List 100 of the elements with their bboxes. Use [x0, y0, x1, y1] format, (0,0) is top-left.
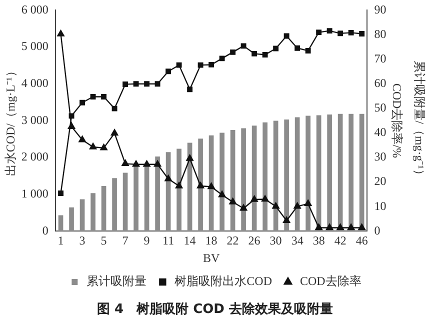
point	[80, 100, 85, 106]
y2-tick-label: 70	[374, 51, 386, 66]
x-tick-label: 30	[270, 234, 282, 248]
point	[273, 46, 279, 52]
point	[208, 62, 214, 68]
bar	[69, 207, 74, 232]
point	[89, 142, 97, 150]
point	[347, 224, 355, 230]
y2-tick-label: 60	[374, 76, 386, 90]
point	[112, 106, 118, 112]
legend-label: 树脂吸附出水COD	[174, 274, 272, 288]
x-tick-label: 14	[184, 234, 196, 248]
y2-axis-title: COD去除率/%	[390, 83, 404, 158]
bar	[327, 114, 332, 232]
bar	[155, 156, 160, 232]
y2-tick-label: 50	[374, 100, 386, 115]
point	[294, 45, 300, 51]
y2-tick-label: 80	[374, 26, 386, 41]
bar	[112, 178, 117, 232]
point	[282, 216, 290, 223]
point	[272, 202, 280, 209]
y2-tick-label: 10	[374, 198, 386, 213]
point	[175, 182, 183, 188]
x-tick-label: 42	[334, 234, 346, 248]
point	[316, 30, 322, 36]
point	[252, 50, 258, 56]
point	[154, 81, 160, 87]
point	[240, 204, 248, 211]
point	[187, 86, 193, 92]
point	[57, 30, 64, 36]
legend-label: 累计吸附量	[86, 274, 147, 288]
x-tick-label: 18	[205, 234, 218, 248]
bar	[80, 199, 85, 232]
bar	[176, 148, 182, 232]
point	[348, 30, 354, 36]
point	[122, 82, 128, 87]
point	[90, 94, 96, 100]
point	[315, 224, 322, 230]
bar	[134, 166, 138, 232]
point	[143, 160, 150, 167]
bar	[306, 116, 310, 232]
point	[154, 160, 162, 167]
point	[229, 198, 236, 204]
point	[326, 224, 334, 230]
bar	[101, 186, 106, 232]
y2-tick-label: 0	[374, 223, 380, 238]
bar	[262, 122, 268, 232]
bar	[198, 138, 203, 232]
point	[166, 68, 172, 74]
y2-tick-label: 20	[374, 174, 386, 188]
y3-axis-title: 累计吸附量/（mg·g⁻¹）	[412, 60, 427, 181]
x-tick-label: 26	[248, 234, 260, 248]
point	[176, 62, 182, 68]
y-tick-label: 5 000	[21, 39, 48, 54]
y-tick-label: 2 000	[21, 150, 48, 164]
x-tick-label: 46	[356, 234, 368, 248]
point	[262, 52, 268, 58]
point	[144, 81, 150, 87]
point	[294, 202, 301, 209]
y2-tick-label: 40	[374, 125, 386, 140]
point	[198, 62, 204, 68]
y-axis-title: 出水COD/（mg·L⁻¹）	[3, 65, 18, 176]
point	[326, 28, 332, 34]
x-tick-label: 1	[58, 234, 64, 248]
x-tick-label: 11	[162, 234, 174, 248]
point	[68, 113, 74, 119]
point	[196, 182, 204, 188]
point	[305, 48, 311, 54]
y-tick-label: 0	[42, 223, 48, 238]
y2-tick-label: 90	[374, 2, 386, 16]
point	[230, 49, 236, 55]
point	[358, 224, 366, 230]
y-tick-label: 3 000	[21, 112, 48, 127]
text: 图 4 树脂吸附 COD 去除效果及吸附量	[96, 301, 334, 318]
point	[101, 94, 107, 100]
x-tick-label: 7	[122, 234, 128, 248]
point	[338, 30, 344, 36]
point	[250, 195, 258, 202]
point	[78, 136, 86, 142]
bar	[284, 119, 289, 232]
y-tick-label: 4 000	[21, 76, 48, 90]
bar	[144, 164, 150, 232]
bar	[348, 114, 354, 232]
point	[110, 129, 118, 136]
point	[261, 195, 269, 202]
bar	[241, 128, 246, 232]
y2-tick-label: 30	[374, 150, 386, 164]
legend-label: COD去除率	[300, 274, 362, 288]
point	[100, 144, 108, 150]
point	[336, 224, 344, 230]
x-tick-label: 38	[312, 234, 325, 248]
point	[122, 160, 129, 166]
bar	[90, 193, 96, 232]
point	[240, 43, 246, 49]
y-tick-label: 6 000	[21, 2, 48, 16]
x-axis-title: BV	[202, 250, 220, 265]
point	[58, 190, 64, 196]
x-tick-label: 9	[144, 234, 150, 248]
point	[186, 154, 194, 161]
bar	[58, 215, 64, 232]
